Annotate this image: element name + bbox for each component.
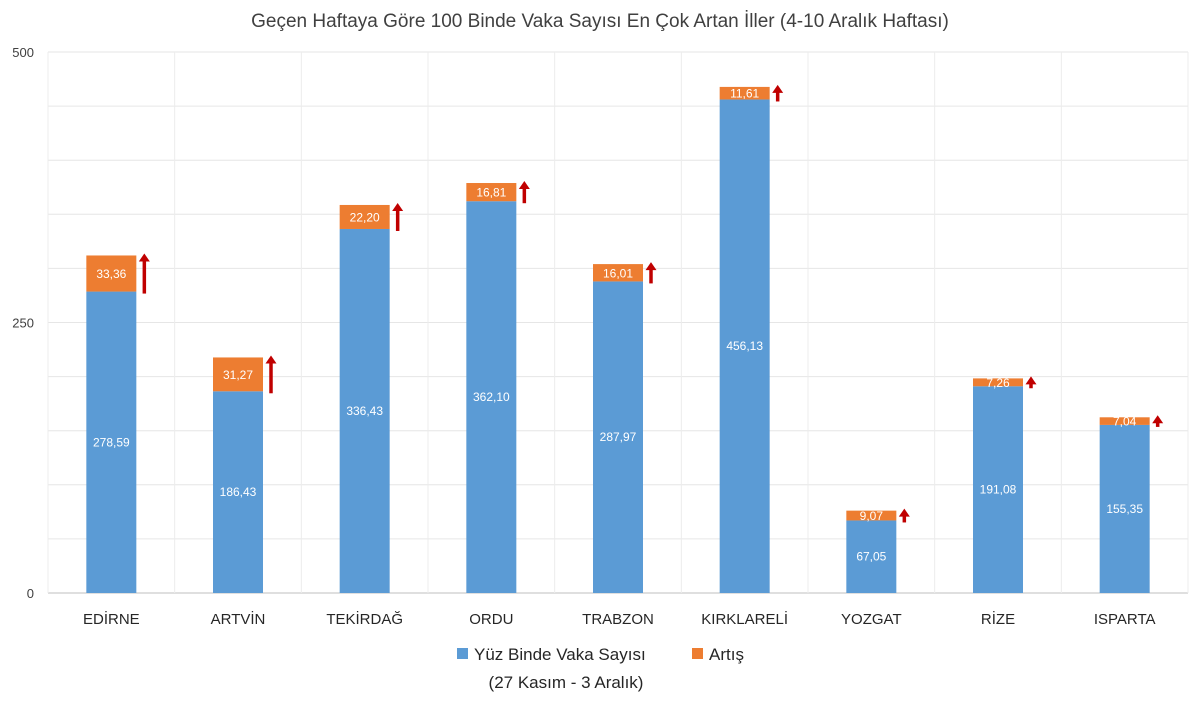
increase-arrow-icon [645, 262, 657, 284]
bar-base [86, 291, 137, 593]
bar-base [846, 520, 897, 593]
x-tick-label: ARTVİN [211, 610, 266, 628]
data-label-increase: 7,26 [986, 376, 1010, 390]
bar-increase [86, 255, 137, 292]
bar-increase [339, 204, 390, 229]
y-tick-label: 250 [12, 316, 34, 331]
chart-title: Geçen Haftaya Göre 100 Binde Vaka Sayısı… [251, 11, 949, 32]
data-label-increase: 7,04 [1113, 415, 1137, 429]
data-label-increase: 22,20 [350, 210, 380, 224]
bar-base [466, 201, 517, 593]
data-label-base: 191,08 [980, 483, 1017, 497]
legend: Yüz Binde Vaka Sayısı Artış (27 Kasım - … [457, 645, 744, 692]
x-tick-label: ORDU [469, 611, 513, 628]
data-label-base: 456,13 [726, 339, 763, 353]
x-tick-label: RİZE [981, 610, 1015, 628]
y-tick-label: 0 [27, 586, 34, 601]
data-label-base: 336,43 [346, 404, 383, 418]
data-label-increase: 31,27 [223, 368, 253, 382]
bar-base [339, 228, 390, 594]
increase-arrow-icon [1152, 415, 1164, 427]
legend-swatch-base [457, 648, 468, 659]
bar-base [973, 386, 1023, 593]
data-label-increase: 9,07 [860, 509, 884, 523]
x-tick-label: TEKİRDAĞ [326, 610, 403, 628]
bar-increase [719, 86, 770, 100]
x-axis-labels: EDİRNE ARTVİN TEKİRDAĞ ORDU TRABZON KIRKLAREL… [83, 610, 1156, 628]
data-label-base: 278,59 [93, 435, 130, 449]
bars: 278,59 33,36 186,43 31,27 336,43 22,20 362,10 1… [86, 86, 1150, 594]
bar-base [1099, 424, 1150, 593]
increase-arrow-icon [772, 84, 784, 102]
y-axis-ticks: 0 250 500 [12, 45, 34, 601]
bar-base [719, 99, 770, 593]
bar-increase [1099, 417, 1150, 425]
increase-arrow-icon [392, 202, 404, 231]
bar-base [593, 281, 643, 593]
data-label-base: 362,10 [473, 390, 510, 404]
increase-arrows [138, 84, 1164, 523]
x-tick-label: ISPARTA [1094, 611, 1156, 628]
data-label-increase: 11,61 [730, 87, 759, 101]
increase-arrow-icon [1025, 376, 1037, 389]
data-label-increase: 16,01 [603, 266, 633, 280]
y-tick-label: 500 [12, 45, 34, 60]
data-label-increase: 33,36 [96, 267, 126, 281]
bar-increase [846, 510, 897, 521]
bar-base [213, 391, 263, 593]
bar-increase [213, 357, 263, 392]
x-tick-label: EDİRNE [83, 610, 140, 628]
increase-arrow-icon [138, 253, 150, 294]
legend-label-base: Yüz Binde Vaka Sayısı [474, 645, 646, 664]
bar-increase [593, 264, 643, 282]
data-label-increase: 16,81 [476, 186, 506, 200]
legend-subtitle: (27 Kasım - 3 Aralık) [489, 673, 644, 692]
data-label-base: 287,97 [600, 430, 637, 444]
increase-arrow-icon [265, 355, 277, 394]
x-tick-label: YOZGAT [841, 611, 902, 628]
data-label-base: 67,05 [856, 550, 886, 564]
legend-swatch-increase [692, 648, 703, 659]
bar-increase [973, 378, 1023, 387]
bar-increase [466, 183, 517, 202]
x-tick-label: KIRKLARELİ [701, 610, 788, 628]
increase-arrow-icon [898, 508, 910, 523]
increase-arrow-icon [518, 181, 530, 204]
data-label-base: 155,35 [1106, 502, 1143, 516]
x-tick-label: TRABZON [582, 611, 654, 628]
data-label-base: 186,43 [220, 485, 257, 499]
legend-label-increase: Artış [709, 645, 744, 664]
